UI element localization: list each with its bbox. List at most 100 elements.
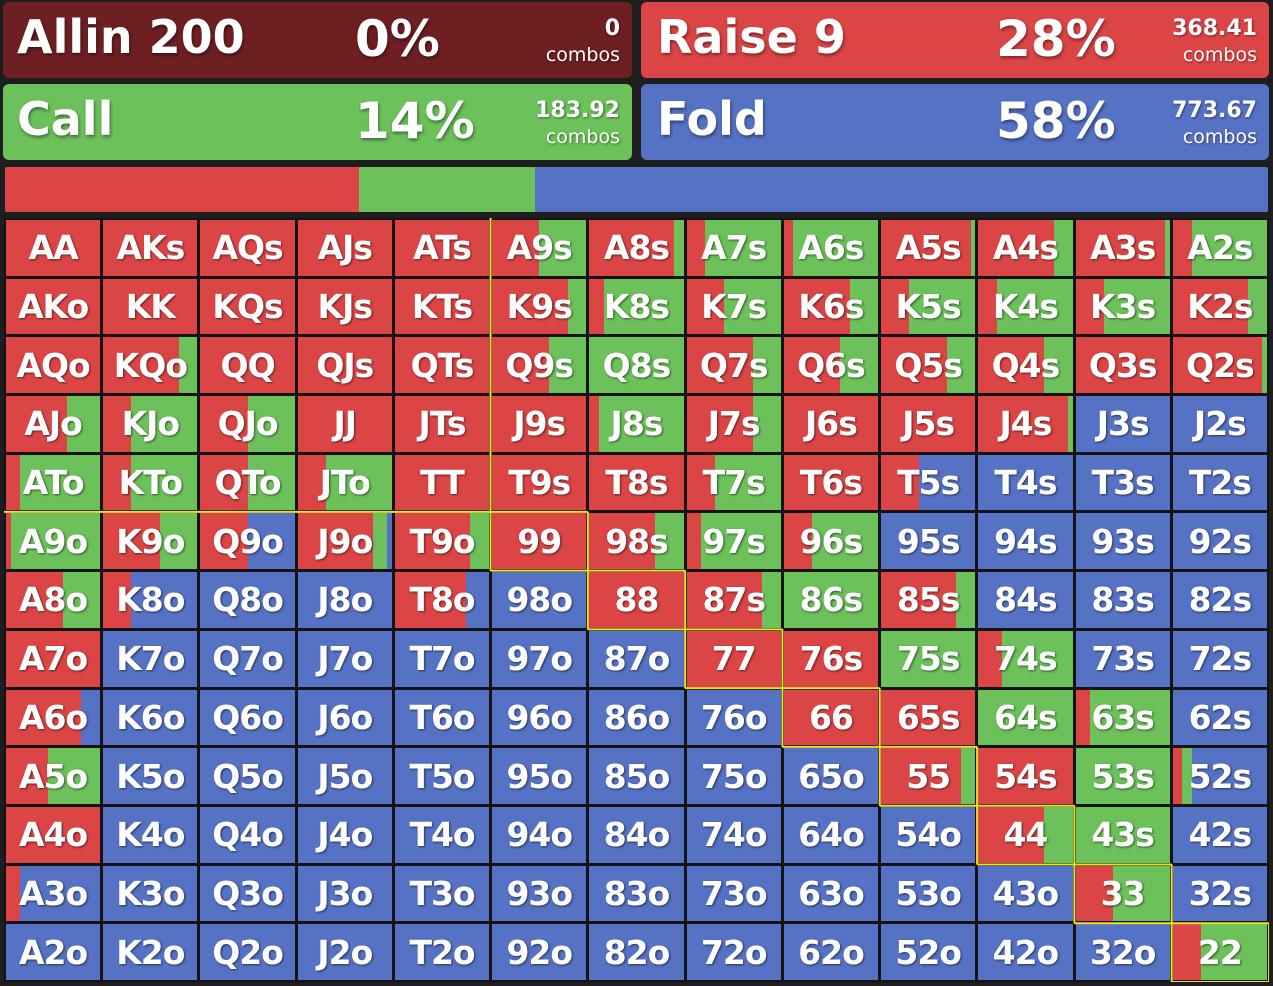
hand-cell-Q5o[interactable]: Q5o [200, 748, 295, 804]
hand-cell-Q4s[interactable]: Q4s [978, 337, 1073, 394]
hand-cell-52s[interactable]: 52s [1172, 748, 1267, 804]
hand-cell-53s[interactable]: 53s [1075, 748, 1170, 804]
hand-cell-QJs[interactable]: QJs [297, 337, 392, 394]
hand-cell-K3o[interactable]: K3o [103, 865, 198, 922]
hand-cell-94o[interactable]: 94o [492, 806, 587, 863]
hand-cell-Q8o[interactable]: Q8o [200, 572, 295, 628]
hand-cell-65s[interactable]: 65s [881, 689, 976, 746]
hand-cell-T5o[interactable]: T5o [394, 748, 490, 804]
hand-cell-Q7o[interactable]: Q7o [200, 630, 295, 687]
hand-cell-K5o[interactable]: K5o [103, 748, 198, 804]
hand-cell-JJ[interactable]: JJ [297, 396, 392, 452]
hand-cell-54o[interactable]: 54o [881, 806, 976, 863]
hand-cell-Q6s[interactable]: Q6s [783, 337, 879, 394]
hand-cell-Q9s[interactable]: Q9s [492, 337, 587, 394]
hand-cell-A4o[interactable]: A4o [6, 806, 101, 863]
hand-cell-QQ[interactable]: QQ [200, 337, 295, 394]
hand-cell-TT[interactable]: TT [394, 454, 490, 511]
hand-cell-62o[interactable]: 62o [783, 924, 879, 980]
hand-cell-95s[interactable]: 95s [881, 513, 976, 570]
hand-cell-82s[interactable]: 82s [1172, 572, 1267, 628]
hand-cell-44[interactable]: 44 [978, 806, 1073, 863]
hand-cell-QTo[interactable]: QTo [200, 454, 295, 511]
hand-cell-K4s[interactable]: K4s [978, 278, 1073, 335]
hand-cell-T9s[interactable]: T9s [492, 454, 587, 511]
hand-cell-Q3o[interactable]: Q3o [200, 865, 295, 922]
hand-cell-AKo[interactable]: AKo [6, 278, 101, 335]
hand-cell-42s[interactable]: 42s [1172, 806, 1267, 863]
hand-cell-K6s[interactable]: K6s [783, 278, 879, 335]
hand-cell-98o[interactable]: 98o [492, 572, 587, 628]
hand-cell-72o[interactable]: 72o [686, 924, 781, 980]
hand-cell-T3s[interactable]: T3s [1075, 454, 1170, 511]
hand-cell-A9o[interactable]: A9o [6, 513, 101, 570]
hand-cell-J3s[interactable]: J3s [1075, 396, 1170, 452]
hand-cell-94s[interactable]: 94s [978, 513, 1073, 570]
hand-cell-Q7s[interactable]: Q7s [686, 337, 781, 394]
hand-cell-AQs[interactable]: AQs [200, 220, 295, 276]
hand-cell-55[interactable]: 55 [881, 748, 976, 804]
hand-cell-74o[interactable]: 74o [686, 806, 781, 863]
hand-cell-AKs[interactable]: AKs [103, 220, 198, 276]
hand-cell-J6o[interactable]: J6o [297, 689, 392, 746]
hand-cell-JTs[interactable]: JTs [394, 396, 490, 452]
hand-cell-KJo[interactable]: KJo [103, 396, 198, 452]
hand-cell-T7o[interactable]: T7o [394, 630, 490, 687]
hand-cell-83s[interactable]: 83s [1075, 572, 1170, 628]
hand-cell-86s[interactable]: 86s [783, 572, 879, 628]
hand-cell-85s[interactable]: 85s [881, 572, 976, 628]
hand-cell-54s[interactable]: 54s [978, 748, 1073, 804]
hand-cell-K9o[interactable]: K9o [103, 513, 198, 570]
hand-cell-92o[interactable]: 92o [492, 924, 587, 980]
hand-cell-A3o[interactable]: A3o [6, 865, 101, 922]
raise-action-panel[interactable]: Raise 9 28% 368.41 combos [641, 2, 1269, 78]
hand-cell-A7s[interactable]: A7s [686, 220, 781, 276]
hand-cell-J6s[interactable]: J6s [783, 396, 879, 452]
hand-cell-KQs[interactable]: KQs [200, 278, 295, 335]
fold-action-panel[interactable]: Fold 58% 773.67 combos [641, 84, 1269, 160]
hand-cell-93o[interactable]: 93o [492, 865, 587, 922]
hand-cell-72s[interactable]: 72s [1172, 630, 1267, 687]
hand-cell-J3o[interactable]: J3o [297, 865, 392, 922]
hand-cell-T3o[interactable]: T3o [394, 865, 490, 922]
hand-cell-85o[interactable]: 85o [589, 748, 684, 804]
hand-cell-Q2o[interactable]: Q2o [200, 924, 295, 980]
hand-cell-98s[interactable]: 98s [589, 513, 684, 570]
hand-cell-J9o[interactable]: J9o [297, 513, 392, 570]
hand-cell-AJo[interactable]: AJo [6, 396, 101, 452]
allin-action-panel[interactable]: Allin 200 0% 0 combos [3, 2, 632, 78]
hand-cell-AQo[interactable]: AQo [6, 337, 101, 394]
hand-cell-K7o[interactable]: K7o [103, 630, 198, 687]
hand-cell-T6o[interactable]: T6o [394, 689, 490, 746]
hand-cell-73o[interactable]: 73o [686, 865, 781, 922]
hand-cell-T2s[interactable]: T2s [1172, 454, 1267, 511]
hand-cell-22[interactable]: 22 [1172, 924, 1267, 980]
hand-cell-T9o[interactable]: T9o [394, 513, 490, 570]
hand-cell-A4s[interactable]: A4s [978, 220, 1073, 276]
hand-cell-77[interactable]: 77 [686, 630, 781, 687]
hand-cell-52o[interactable]: 52o [881, 924, 976, 980]
hand-cell-66[interactable]: 66 [783, 689, 879, 746]
hand-cell-A6s[interactable]: A6s [783, 220, 879, 276]
hand-cell-65o[interactable]: 65o [783, 748, 879, 804]
hand-cell-T4o[interactable]: T4o [394, 806, 490, 863]
hand-cell-A7o[interactable]: A7o [6, 630, 101, 687]
hand-cell-J7o[interactable]: J7o [297, 630, 392, 687]
hand-cell-96s[interactable]: 96s [783, 513, 879, 570]
hand-cell-QJo[interactable]: QJo [200, 396, 295, 452]
hand-cell-J8s[interactable]: J8s [589, 396, 684, 452]
hand-cell-J2o[interactable]: J2o [297, 924, 392, 980]
hand-cell-76s[interactable]: 76s [783, 630, 879, 687]
hand-cell-J8o[interactable]: J8o [297, 572, 392, 628]
hand-cell-93s[interactable]: 93s [1075, 513, 1170, 570]
hand-cell-Q9o[interactable]: Q9o [200, 513, 295, 570]
hand-cell-Q8s[interactable]: Q8s [589, 337, 684, 394]
hand-cell-K2s[interactable]: K2s [1172, 278, 1267, 335]
hand-cell-Q3s[interactable]: Q3s [1075, 337, 1170, 394]
hand-cell-99[interactable]: 99 [492, 513, 587, 570]
hand-cell-A2o[interactable]: A2o [6, 924, 101, 980]
hand-cell-A8s[interactable]: A8s [589, 220, 684, 276]
hand-cell-KQo[interactable]: KQo [103, 337, 198, 394]
hand-cell-84o[interactable]: 84o [589, 806, 684, 863]
hand-cell-K5s[interactable]: K5s [881, 278, 976, 335]
